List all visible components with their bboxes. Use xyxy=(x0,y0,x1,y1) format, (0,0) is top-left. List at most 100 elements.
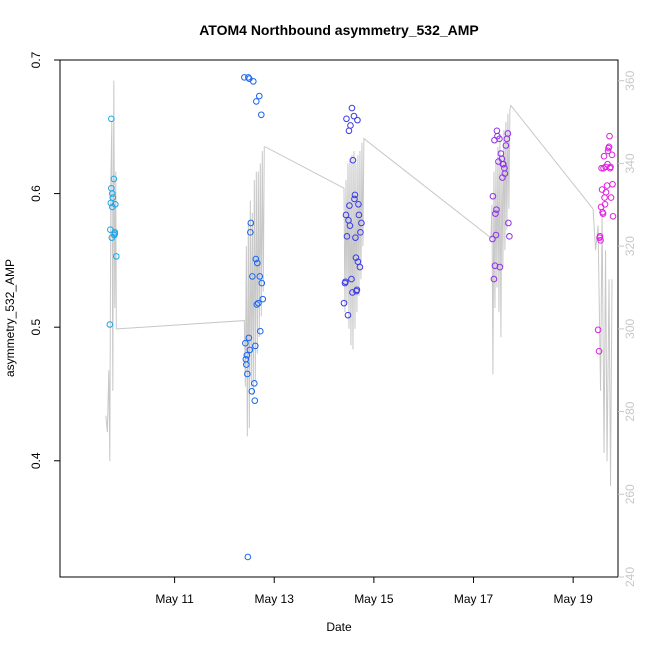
series-group-2 xyxy=(241,74,267,561)
y-tick-label: 0.5 xyxy=(29,319,43,336)
data-point xyxy=(252,342,259,350)
y-tick-label: 0.4 xyxy=(29,452,43,469)
y2-tick-label: 300 xyxy=(623,319,637,339)
data-point xyxy=(608,151,616,159)
data-point xyxy=(252,255,260,263)
data-point xyxy=(504,130,512,137)
data-point xyxy=(493,206,500,213)
data-point xyxy=(350,112,358,120)
data-point xyxy=(253,301,261,308)
data-point xyxy=(243,361,250,368)
data-point xyxy=(492,231,500,239)
data-point xyxy=(357,229,364,236)
data-point xyxy=(489,192,497,200)
y2-tick-label: 360 xyxy=(623,70,637,90)
x-axis: May 11 May 13 May 15 May 17 May 19 xyxy=(155,577,593,606)
data-point xyxy=(353,286,361,294)
series-group-1 xyxy=(106,115,120,328)
data-point xyxy=(246,346,254,354)
data-point xyxy=(356,263,364,271)
data-point xyxy=(251,379,258,387)
x-tick-label: May 17 xyxy=(454,592,494,606)
y2-tick-label: 260 xyxy=(623,484,637,504)
data-point xyxy=(602,188,610,196)
data-point xyxy=(505,219,512,227)
data-point xyxy=(342,211,350,219)
data-point xyxy=(257,111,265,119)
data-point xyxy=(256,327,264,335)
points-layer xyxy=(106,74,617,561)
data-point xyxy=(111,229,119,236)
data-point xyxy=(113,253,120,260)
data-point xyxy=(110,175,118,183)
data-point xyxy=(609,213,617,220)
data-point xyxy=(595,347,603,355)
y2-tick-label: 320 xyxy=(623,236,637,256)
data-point xyxy=(347,122,354,129)
data-point xyxy=(500,160,507,168)
data-point xyxy=(597,237,604,244)
data-point xyxy=(242,339,249,347)
data-point xyxy=(351,191,359,199)
data-point xyxy=(109,194,117,201)
data-point xyxy=(258,279,266,287)
data-point xyxy=(252,98,260,105)
data-point xyxy=(607,194,615,201)
y-axis-right: 240 260 280 300 320 340 360 xyxy=(618,70,637,587)
data-point xyxy=(244,553,252,561)
data-point xyxy=(607,163,614,171)
data-point xyxy=(342,278,349,286)
data-point xyxy=(340,299,348,307)
data-point xyxy=(352,254,360,262)
data-point xyxy=(605,143,613,151)
data-point xyxy=(255,92,263,100)
x-tick-label: May 15 xyxy=(354,592,394,606)
data-point xyxy=(598,164,605,172)
data-point xyxy=(349,156,357,164)
data-point xyxy=(492,210,499,217)
data-point xyxy=(248,388,256,395)
y2-tick-label: 280 xyxy=(623,401,637,421)
x-tick-label: May 19 xyxy=(553,592,593,606)
data-point xyxy=(256,273,264,280)
data-point xyxy=(596,233,604,240)
data-point xyxy=(254,299,262,307)
data-point xyxy=(109,190,116,197)
data-point xyxy=(250,78,257,85)
data-point xyxy=(346,202,353,209)
data-point xyxy=(506,233,513,240)
data-point xyxy=(600,152,608,160)
x-axis-label: Date xyxy=(326,620,352,634)
data-point xyxy=(496,135,503,143)
series-group-3 xyxy=(340,104,365,319)
data-point xyxy=(253,259,261,267)
data-point xyxy=(112,200,119,208)
data-point xyxy=(351,195,358,203)
data-point xyxy=(354,116,361,124)
series-group-5 xyxy=(594,132,617,355)
data-point xyxy=(251,397,259,404)
data-point xyxy=(344,311,352,319)
data-point xyxy=(355,211,363,219)
data-point xyxy=(355,200,362,208)
y-axis-left: 0.4 0.5 0.6 0.7 xyxy=(29,51,60,469)
data-point xyxy=(346,222,354,229)
data-point xyxy=(245,334,253,342)
y-tick-label: 0.6 xyxy=(29,185,43,202)
data-point xyxy=(606,132,613,140)
y2-tick-label: 340 xyxy=(623,153,637,173)
data-point xyxy=(106,321,114,328)
data-point xyxy=(108,115,115,123)
secondary-line-layer xyxy=(105,80,613,487)
data-point xyxy=(501,170,509,177)
y-axis-label: asymmetry_532_AMP xyxy=(3,259,17,377)
data-point xyxy=(249,273,256,280)
data-point xyxy=(502,142,510,149)
y2-tick-label: 240 xyxy=(623,567,637,587)
series-group-4 xyxy=(489,127,513,283)
x-tick-label: May 13 xyxy=(255,592,295,606)
data-point xyxy=(352,234,359,241)
